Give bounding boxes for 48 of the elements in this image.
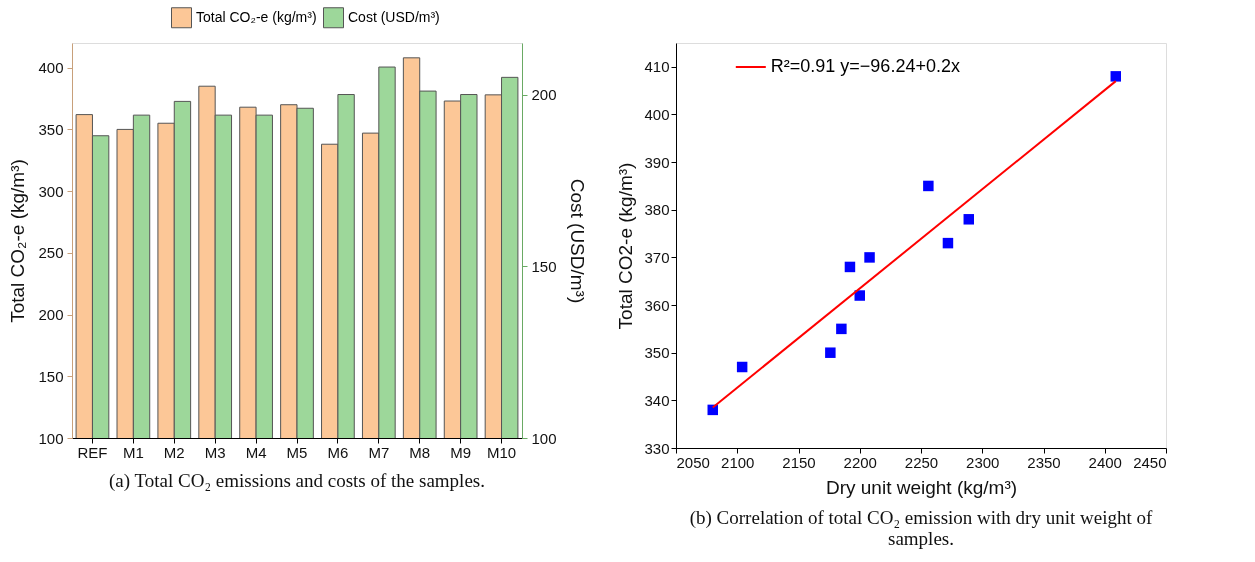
y-tick-label: 200 (38, 306, 64, 324)
x-tick-label: M3 (204, 443, 226, 461)
legend-label: Total CO₂-e (kg/m³) (196, 8, 317, 25)
y-tick-label: 100 (38, 429, 64, 447)
text: (a) Total CO₂ emissions and costs of the samples. (109, 470, 485, 492)
y2-tick-label: 150 (531, 257, 557, 275)
x-tick-label: M7 (368, 443, 390, 461)
y-tick-label: 340 (644, 391, 670, 409)
y-tick-label: 350 (644, 344, 670, 362)
x-tick-label: 2450 (1133, 453, 1167, 471)
y-tick-label: 360 (644, 296, 670, 314)
x-tick-label: M1 (122, 443, 144, 461)
y-tick-label: 400 (38, 59, 64, 77)
x-tick-label: M4 (245, 443, 267, 461)
text: (b) Correlation of total CO₂ emission with dry unit weight of samples. (689, 507, 1153, 549)
y-tick-label: 400 (644, 105, 670, 123)
x-tick-label: M8 (409, 443, 431, 461)
x-axis-title: Dry unit weight (kg/m³) (825, 476, 1018, 498)
x-tick-label: M5 (286, 443, 308, 461)
legend-label: R²=0.91 y=−96.24+0.2x (770, 56, 960, 76)
y2-tick-label: 200 (531, 86, 557, 104)
y-tick-label: 410 (644, 58, 670, 76)
x-tick-label: M9 (450, 443, 472, 461)
x-tick-label: 2250 (904, 453, 939, 471)
x-tick-label: M2 (163, 443, 185, 461)
x-tick-label: 2050 (676, 453, 710, 471)
x-tick-label: 2400 (1088, 453, 1122, 471)
y-axis-title: Total CO₂-e (kg/m³) (7, 159, 29, 323)
y-tick-label: 250 (38, 244, 64, 262)
legend-label: Cost (USD/m³) (348, 8, 440, 25)
x-tick-label: M10 (486, 443, 517, 461)
y-tick-label: 390 (644, 153, 670, 171)
x-tick-label: M6 (327, 443, 349, 461)
y2-tick-label: 100 (531, 429, 557, 447)
x-tick-label: REF (77, 443, 108, 461)
y2-axis-title: Cost (USD/m³) (566, 178, 588, 304)
y-axis-title: Total CO2-e (kg/m³) (615, 162, 637, 330)
y-tick-label: 380 (644, 201, 670, 219)
y-tick-label: 330 (644, 439, 670, 457)
y-tick-label: 300 (38, 182, 64, 200)
x-tick-label: 2200 (843, 453, 877, 471)
y-tick-label: 370 (644, 248, 670, 266)
x-tick-label: 2150 (782, 453, 816, 471)
x-tick-label: 2350 (1027, 453, 1061, 471)
x-tick-label: 2300 (966, 453, 1000, 471)
x-tick-label: 2100 (721, 453, 755, 471)
y-tick-label: 150 (38, 367, 64, 385)
y-tick-label: 350 (38, 120, 64, 138)
